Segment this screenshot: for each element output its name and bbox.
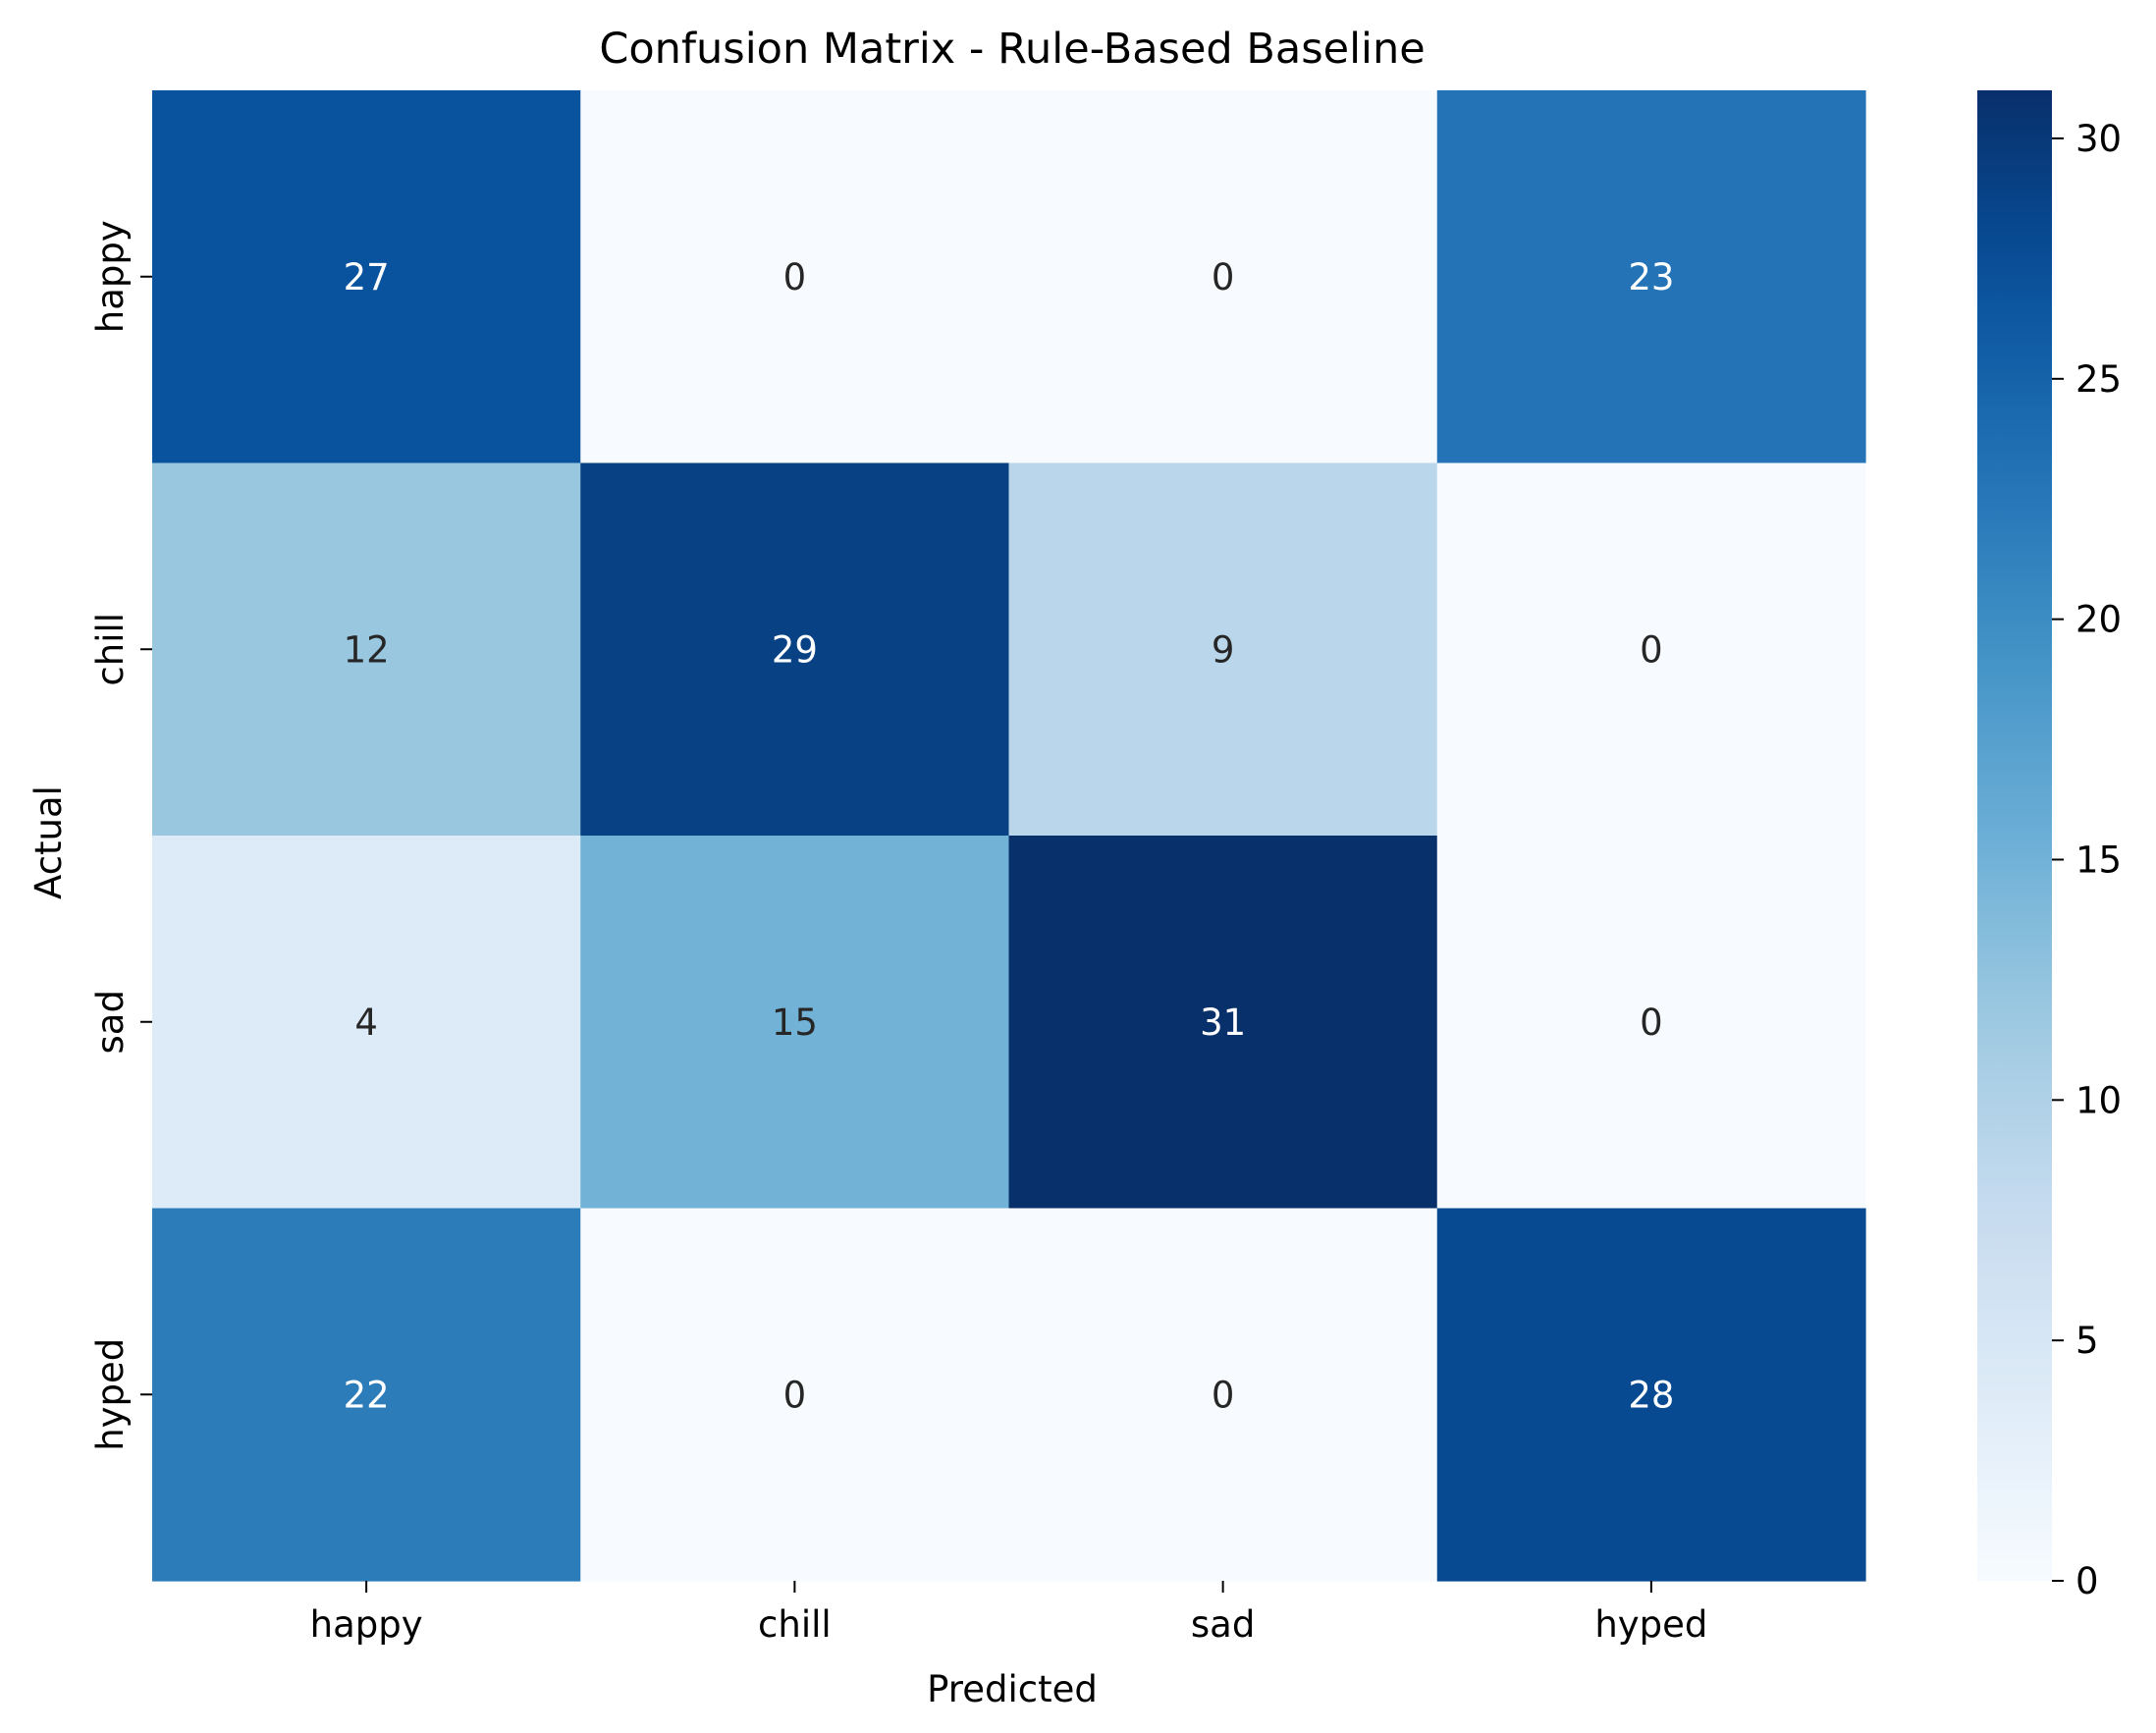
cell-value-label: 23 xyxy=(1628,256,1674,298)
heatmap-cell xyxy=(152,462,581,837)
cell-value-label: 4 xyxy=(354,1002,378,1044)
cell-value-label: 0 xyxy=(1212,256,1235,298)
y-tick-label: sad xyxy=(89,990,132,1054)
cell-value-label: 27 xyxy=(344,256,390,298)
heatmap-cell xyxy=(1436,836,1866,1210)
cell-value-label: 15 xyxy=(772,1002,818,1044)
heatmap-cell xyxy=(580,836,1010,1210)
heatmap-cell xyxy=(1436,1208,1866,1582)
x-tick-label: hyped xyxy=(1594,1603,1707,1646)
cell-value-label: 0 xyxy=(783,256,807,298)
heatmap-cell xyxy=(152,90,581,464)
y-tick-label: chill xyxy=(89,613,132,686)
heatmap-cell xyxy=(580,462,1010,837)
heatmap-cell xyxy=(152,1208,581,1582)
heatmap-cell xyxy=(1008,836,1438,1210)
y-axis: happy chill sad hyped xyxy=(89,220,152,1451)
y-tick-label: happy xyxy=(89,220,132,333)
x-axis: happy chill sad hyped xyxy=(310,1581,1707,1646)
x-tick-label: chill xyxy=(758,1603,832,1646)
cell-value-label: 0 xyxy=(1640,628,1663,671)
colorbar-tick-label: 5 xyxy=(2075,1320,2099,1362)
heatmap-grid xyxy=(152,90,1866,1582)
cell-annotations: 27 0 0 23 12 29 9 0 4 15 31 0 22 0 0 28 xyxy=(344,256,1675,1417)
cell-value-label: 22 xyxy=(344,1374,390,1416)
heatmap-cell xyxy=(1008,462,1438,837)
cell-value-label: 12 xyxy=(344,628,390,671)
colorbar-tick-label: 25 xyxy=(2075,358,2122,401)
chart-title: Confusion Matrix - Rule-Based Baseline xyxy=(599,25,1425,74)
x-axis-label: Predicted xyxy=(927,1668,1098,1710)
colorbar-tick-label: 15 xyxy=(2075,839,2122,881)
colorbar: 0 5 10 15 20 25 30 xyxy=(1977,90,2122,1602)
heatmap-cell xyxy=(1436,462,1866,837)
cell-value-label: 0 xyxy=(783,1374,807,1416)
cell-value-label: 28 xyxy=(1628,1374,1674,1416)
heatmap-cell xyxy=(1436,90,1866,464)
x-tick-label: sad xyxy=(1191,1603,1255,1646)
colorbar-tick-label: 0 xyxy=(2075,1560,2099,1602)
cell-value-label: 0 xyxy=(1212,1374,1235,1416)
heatmap-cell xyxy=(580,1208,1010,1582)
cell-value-label: 0 xyxy=(1640,1002,1663,1044)
y-tick-label: hyped xyxy=(89,1338,132,1451)
colorbar-tick-label: 20 xyxy=(2075,599,2122,641)
cell-value-label: 29 xyxy=(772,628,818,671)
cell-value-label: 31 xyxy=(1200,1002,1246,1044)
heatmap-cell xyxy=(1008,90,1438,464)
heatmap-cell xyxy=(1008,1208,1438,1582)
x-tick-label: happy xyxy=(310,1603,423,1646)
cell-value-label: 9 xyxy=(1212,628,1235,671)
colorbar-tick-label: 30 xyxy=(2075,118,2122,160)
heatmap-cell xyxy=(580,90,1010,464)
colorbar-gradient xyxy=(1977,90,2052,1581)
y-axis-label: Actual xyxy=(27,785,70,899)
colorbar-tick-label: 10 xyxy=(2075,1079,2122,1121)
heatmap-cell xyxy=(152,836,581,1210)
